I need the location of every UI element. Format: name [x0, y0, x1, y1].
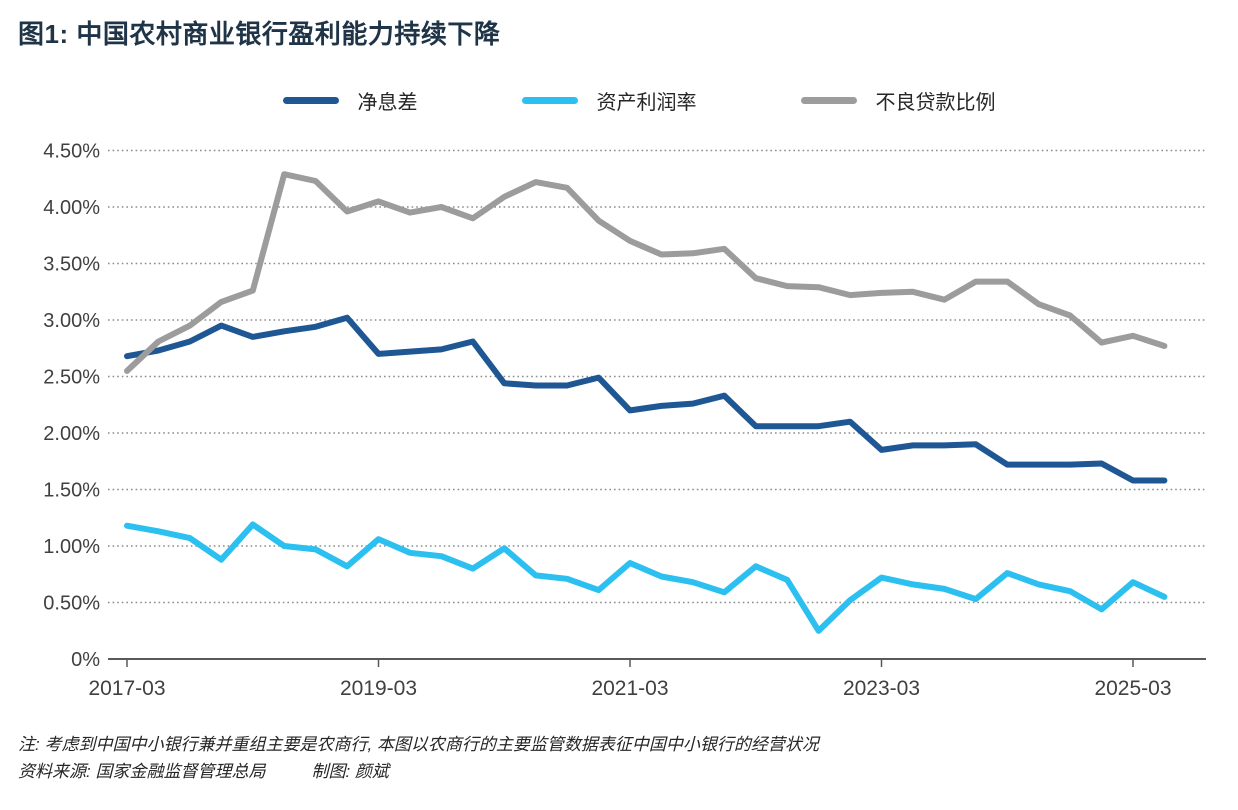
y-axis-tick-label: 1.00%	[43, 536, 100, 558]
y-axis-tick-label: 4.50%	[43, 141, 100, 163]
y-axis-tick-label: 0.50%	[43, 593, 100, 615]
y-axis-tick-label: 3.00%	[43, 310, 100, 332]
roa-line-swatch	[521, 97, 578, 104]
source-label: 资料来源: 国家金融监督管理总局	[18, 762, 266, 781]
x-axis-tick-label: 2017-03	[88, 677, 165, 700]
legend-label-roa: 资产利润率	[596, 92, 697, 114]
footnote-text: 注: 考虑到中国中小银行兼并重组主要是农商行, 本图以农商行的主要监管数据表征中…	[18, 735, 819, 754]
line-chart: 4.50% 4.00% 3.50% 3.00% 2.50% 2.00% 1.50% 1.00%…	[43, 141, 1206, 700]
y-axis-tick-label: 1.50%	[43, 480, 100, 502]
npl-line-swatch	[800, 97, 857, 104]
y-axis-tick-label: 4.00%	[43, 197, 100, 219]
legend-item-npl: 不良贷款比例	[800, 86, 996, 115]
nim-line	[124, 314, 1168, 484]
x-axis-tick-label: 2025-03	[1094, 677, 1171, 700]
credit-label: 制图: 颜斌	[311, 762, 389, 781]
footnotes: 注: 考虑到中国中小银行兼并重组主要是农商行, 本图以农商行的主要监管数据表征中…	[18, 731, 819, 785]
chart-legend: 净息差 资产利润率 不良贷款比例	[0, 86, 1238, 115]
nim-line-swatch	[282, 97, 339, 104]
y-axis-tick-label: 3.50%	[43, 254, 100, 276]
y-axis-tick-label: 2.00%	[43, 423, 100, 445]
legend-label-npl: 不良贷款比例	[875, 92, 996, 114]
npl-line	[124, 171, 1168, 374]
legend-label-nim: 净息差	[357, 92, 418, 114]
y-axis-tick-label: 0%	[71, 649, 100, 671]
x-axis-tick-label: 2019-03	[340, 677, 417, 700]
x-axis-tick-label: 2021-03	[591, 677, 668, 700]
roa-line	[124, 521, 1168, 634]
y-axis-tick-label: 2.50%	[43, 367, 100, 389]
x-axis-tick-label: 2023-03	[843, 677, 920, 700]
chart-area: 4.50% 4.00% 3.50% 3.00% 2.50% 2.00% 1.50% 1.00%…	[43, 141, 1206, 700]
page-title: 图1: 中国农村商业银行盈利能力持续下降	[18, 19, 501, 49]
source-line: 资料来源: 国家金融监督管理总局 制图: 颜斌	[18, 758, 819, 785]
legend-item-nim: 净息差	[282, 86, 418, 115]
legend-item-roa: 资产利润率	[521, 86, 697, 115]
